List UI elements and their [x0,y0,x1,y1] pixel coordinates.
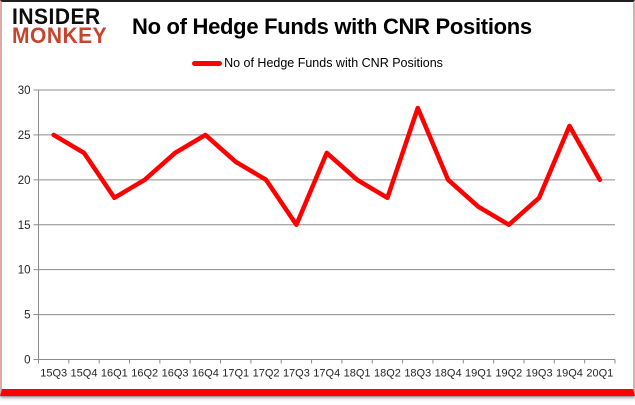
svg-text:16Q2: 16Q2 [131,368,158,380]
legend: No of Hedge Funds with CNR Positions [2,56,633,70]
svg-text:20: 20 [18,175,31,187]
svg-text:0: 0 [24,355,30,367]
svg-text:25: 25 [18,130,31,142]
svg-text:19Q2: 19Q2 [495,368,522,380]
svg-text:18Q3: 18Q3 [404,368,431,380]
svg-text:17Q3: 17Q3 [283,368,310,380]
svg-text:17Q4: 17Q4 [313,368,340,380]
legend-line-swatch [192,60,223,66]
svg-text:5: 5 [24,310,30,322]
svg-text:10: 10 [18,265,31,277]
svg-text:18Q2: 18Q2 [374,368,401,380]
svg-text:18Q1: 18Q1 [344,368,371,380]
logo-word-monkey: MONKEY [12,24,108,49]
axis-ticks [33,89,616,364]
svg-text:30: 30 [18,85,31,97]
svg-text:16Q3: 16Q3 [162,368,189,380]
legend-label: No of Hedge Funds with CNR Positions [224,56,443,70]
svg-text:16Q1: 16Q1 [101,368,128,380]
svg-text:17Q2: 17Q2 [253,368,280,380]
line-chart-plot: 0 5 10 15 20 25 30 15Q3 15Q4 16Q1 16Q2 16Q3 16Q4 17Q1… [18,85,616,380]
svg-text:15Q4: 15Q4 [71,368,98,380]
svg-text:19Q4: 19Q4 [556,368,583,380]
insider-monkey-logo: INSIDER MONKEY [12,4,108,49]
svg-text:18Q4: 18Q4 [435,368,462,380]
svg-text:20Q1: 20Q1 [586,368,613,380]
svg-text:15: 15 [18,220,31,232]
svg-text:19Q1: 19Q1 [465,368,492,380]
chart-card: INSIDER MONKEY No of Hedge Funds with CN… [0,0,635,396]
gridlines [38,89,615,316]
y-tick-labels: 0 5 10 15 20 25 30 [18,85,31,367]
logo-word-insider: INSIDER [12,4,101,30]
svg-text:19Q3: 19Q3 [526,368,553,380]
svg-text:16Q4: 16Q4 [192,368,219,380]
svg-text:17Q1: 17Q1 [222,368,249,380]
svg-text:15Q3: 15Q3 [40,368,67,380]
series-line-hedge-funds [51,105,603,227]
chart-title: No of Hedge Funds with CNR Positions [132,14,532,39]
x-tick-labels: 15Q3 15Q4 16Q1 16Q2 16Q3 16Q4 17Q1 17Q2 17Q3 17Q4… [40,368,613,380]
